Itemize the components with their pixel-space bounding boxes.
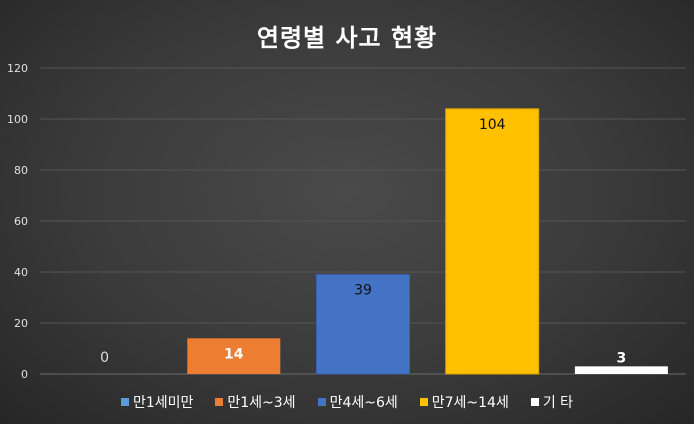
chart-title: 연령별 사고 현황 xyxy=(256,24,438,52)
legend: 만1세미만 만1세~3세 만4세~6세 만7세~14세 기 타 xyxy=(0,392,694,412)
legend-item: 기 타 xyxy=(530,392,574,412)
legend-label: 만7세~14세 xyxy=(431,395,509,411)
legend-label: 만1세미만 xyxy=(132,395,194,411)
data-labels: 0 14 39 104 3 xyxy=(100,117,626,367)
data-label: 39 xyxy=(354,283,372,299)
bar xyxy=(316,274,410,375)
bar xyxy=(445,108,540,375)
legend-swatch xyxy=(530,398,539,406)
bar xyxy=(187,338,281,374)
legend-swatch xyxy=(120,398,129,406)
legend-item: 만4세~6세 xyxy=(317,392,398,412)
data-label: 0 xyxy=(100,350,109,366)
data-label: 14 xyxy=(224,346,244,362)
legend-label: 만4세~6세 xyxy=(329,395,398,411)
bars xyxy=(187,108,668,375)
y-tick-label: 80 xyxy=(14,164,28,177)
legend-swatch xyxy=(215,398,224,406)
bar xyxy=(574,366,668,374)
y-tick-label: 60 xyxy=(14,215,28,228)
legend-label: 기 타 xyxy=(542,395,574,411)
y-tick-label: 0 xyxy=(21,368,28,381)
legend-item: 만1세미만 xyxy=(120,392,194,412)
y-tick-label: 100 xyxy=(7,113,28,126)
legend-item: 만1세~3세 xyxy=(215,392,296,412)
legend-swatch xyxy=(419,398,428,406)
legend-item: 만7세~14세 xyxy=(419,392,509,412)
y-axis-ticks: 0 20 40 60 80 100 120 xyxy=(7,62,28,381)
y-tick-label: 20 xyxy=(14,317,28,330)
y-tick-label: 120 xyxy=(7,62,28,75)
data-label: 104 xyxy=(479,117,506,133)
y-tick-label: 40 xyxy=(14,266,28,279)
legend-label: 만1세~3세 xyxy=(227,395,296,411)
legend-swatch xyxy=(317,398,326,406)
data-label: 3 xyxy=(617,350,627,366)
